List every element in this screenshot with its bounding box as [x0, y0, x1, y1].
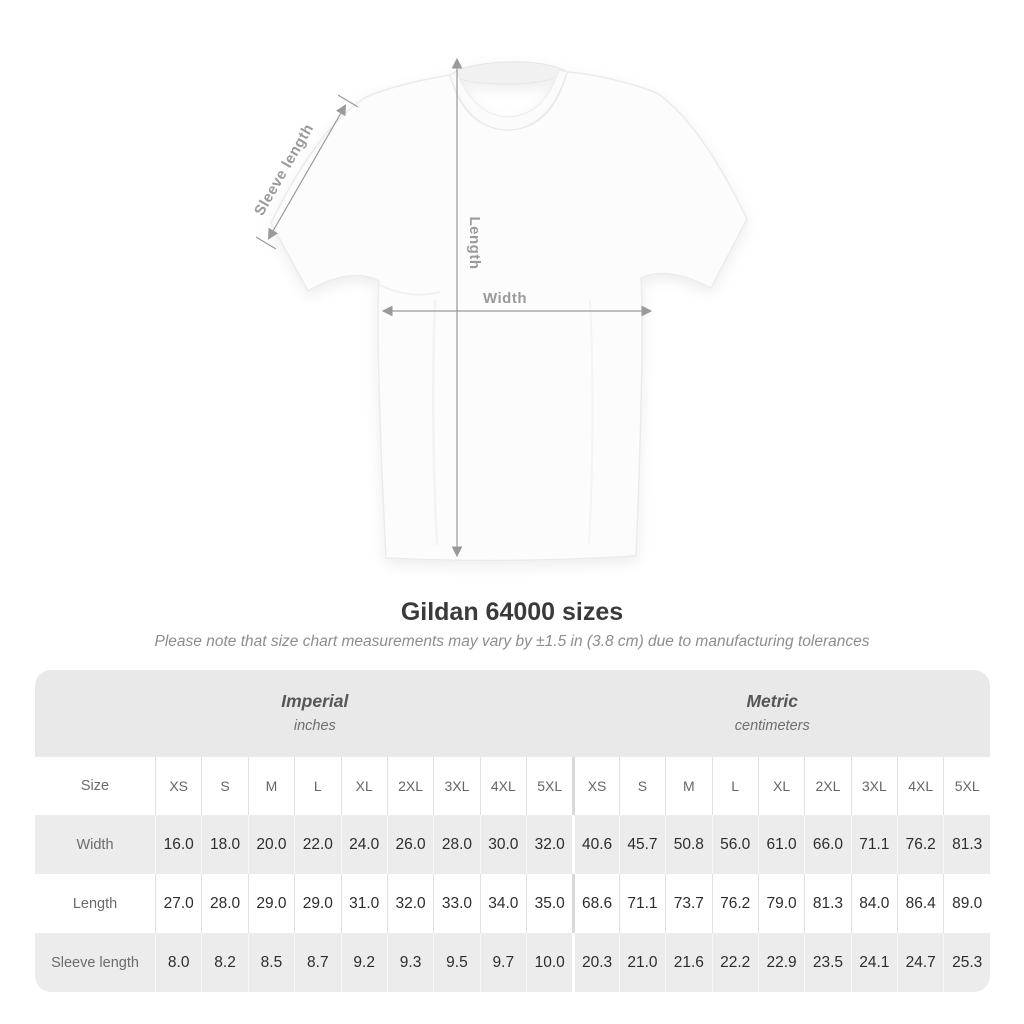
measurement-cell: 8.2: [201, 933, 247, 992]
size-measurements-table: Size XS S M L XL 2XL 3XL 4XL 5XL XS S M L XL 2XL 3XL 4XL 5…: [35, 757, 990, 992]
measurement-cell: 18.0: [201, 815, 247, 874]
size-col-header-metric-3xl: 3XL: [850, 757, 897, 815]
measurement-cell: 81.3: [804, 874, 850, 933]
measurement-cell: 16.0: [155, 815, 201, 874]
measurement-cell: 68.6: [572, 874, 618, 933]
collar-rib: [449, 69, 568, 131]
measurement-cell: 30.0: [479, 815, 526, 874]
measurement-cell: 23.5: [804, 933, 850, 992]
metric-group-unit: centimeters: [734, 718, 810, 734]
measurement-cell: 21.0: [618, 933, 665, 992]
measurement-cell: 20.3: [572, 933, 618, 992]
imperial-group-header: Imperial inches: [165, 691, 465, 734]
size-table: Imperial inches Metric centimeters Size X…: [35, 670, 990, 992]
measurement-cell: 29.0: [294, 874, 340, 933]
metric-group-header: Metric centimeters: [622, 691, 922, 734]
collar-back: [449, 61, 568, 85]
measurement-cell: 66.0: [804, 815, 850, 874]
measurement-cell: 34.0: [479, 874, 526, 933]
sleeve-dimension-arrow: [255, 94, 359, 250]
length-label: Length: [466, 217, 483, 270]
measurement-cell: 35.0: [526, 874, 572, 933]
size-col-header-metric-xl: XL: [757, 757, 804, 815]
measurement-cell: 89.0: [943, 874, 990, 933]
measurement-cell: 29.0: [247, 874, 294, 933]
measurement-cell: 25.3: [943, 933, 990, 992]
size-col-header-imperial-l: L: [294, 757, 340, 815]
measurement-cell: 79.0: [757, 874, 804, 933]
measurement-cell: 81.3: [943, 815, 990, 874]
measurement-cell: 71.1: [850, 815, 897, 874]
tshirt-measurement-diagram: Length Width Sleeve length: [251, 57, 748, 562]
measurement-cell: 22.2: [711, 933, 758, 992]
measurement-cell: 71.1: [618, 874, 665, 933]
measurement-cell: 32.0: [526, 815, 572, 874]
measurement-cell: 28.0: [433, 815, 479, 874]
size-col-header-metric-l: L: [711, 757, 758, 815]
size-col-header-imperial-xl: XL: [340, 757, 387, 815]
size-col-header-imperial-m: M: [247, 757, 294, 815]
row-label: Length: [72, 895, 118, 912]
measurement-cell: 24.1: [850, 933, 897, 992]
measurement-cell: 61.0: [757, 815, 804, 874]
measurement-cell: 22.9: [757, 933, 804, 992]
measurement-cell: 76.2: [897, 815, 943, 874]
size-col-header-imperial-4xl: 4XL: [479, 757, 526, 815]
size-col-header-imperial-2xl: 2XL: [386, 757, 433, 815]
measurement-cell: 27.0: [155, 874, 201, 933]
size-col-header-metric-5xl: 5XL: [943, 757, 990, 815]
measurement-cell: 76.2: [711, 874, 758, 933]
measurement-cell: 31.0: [340, 874, 387, 933]
measurement-cell: 8.7: [294, 933, 340, 992]
size-col-header-imperial-s: S: [201, 757, 247, 815]
measurement-cell: 84.0: [850, 874, 897, 933]
measurement-cell: 24.0: [340, 815, 387, 874]
measurement-cell: 20.0: [247, 815, 294, 874]
page-title: Gildan 64000 sizes: [400, 598, 624, 626]
measurement-cell: 22.0: [294, 815, 340, 874]
measurement-cell: 86.4: [897, 874, 943, 933]
measurement-row-width: Width 16.0 18.0 20.0 22.0 24.0 26.0 28.0 30.0 32.…: [35, 815, 990, 874]
measurement-cell: 9.3: [386, 933, 433, 992]
unit-group-header: Imperial inches Metric centimeters: [35, 670, 990, 757]
measurement-cell: 21.6: [665, 933, 711, 992]
size-col-header-metric-s: S: [618, 757, 665, 815]
size-column-header: Size: [80, 778, 110, 794]
row-label: Sleeve length: [51, 954, 139, 971]
metric-group-label: Metric: [746, 691, 799, 711]
width-label: Width: [483, 290, 527, 307]
size-col-header-imperial-5xl: 5XL: [526, 757, 572, 815]
measurement-cell: 9.5: [433, 933, 479, 992]
measurement-cell: 8.5: [247, 933, 294, 992]
tolerance-note: Please note that size chart measurements…: [154, 633, 870, 650]
measurement-cell: 9.7: [479, 933, 526, 992]
measurement-row-length: Length 27.0 28.0 29.0 29.0 31.0 32.0 33.0 34.0 35…: [35, 874, 990, 933]
measurement-cell: 56.0: [711, 815, 758, 874]
measurement-cell: 8.0: [155, 933, 201, 992]
imperial-group-unit: inches: [293, 718, 336, 734]
measurement-cell: 9.2: [340, 933, 387, 992]
size-header-row: Size XS S M L XL 2XL 3XL 4XL 5XL XS S M L XL 2XL 3XL 4XL 5…: [35, 757, 990, 815]
row-label: Width: [76, 836, 114, 853]
size-col-header-metric-xs: XS: [572, 757, 618, 815]
measurement-cell: 24.7: [897, 933, 943, 992]
measurement-cell: 28.0: [201, 874, 247, 933]
measurement-cell: 45.7: [618, 815, 665, 874]
measurement-cell: 33.0: [433, 874, 479, 933]
measurement-cell: 50.8: [665, 815, 711, 874]
measurement-row-sleeve-length: Sleeve length 8.0 8.2 8.5 8.7 9.2 9.3 9.5 9.7 10.…: [35, 933, 990, 992]
measurement-cell: 26.0: [386, 815, 433, 874]
measurement-cell: 32.0: [386, 874, 433, 933]
size-col-header-imperial-xs: XS: [155, 757, 201, 815]
size-col-header-imperial-3xl: 3XL: [433, 757, 479, 815]
measurement-cell: 40.6: [572, 815, 618, 874]
measurement-cell: 73.7: [665, 874, 711, 933]
size-col-header-metric-m: M: [665, 757, 711, 815]
size-col-header-metric-4xl: 4XL: [897, 757, 943, 815]
imperial-group-label: Imperial: [281, 691, 349, 711]
measurement-cell: 10.0: [526, 933, 572, 992]
size-col-header-metric-2xl: 2XL: [804, 757, 850, 815]
